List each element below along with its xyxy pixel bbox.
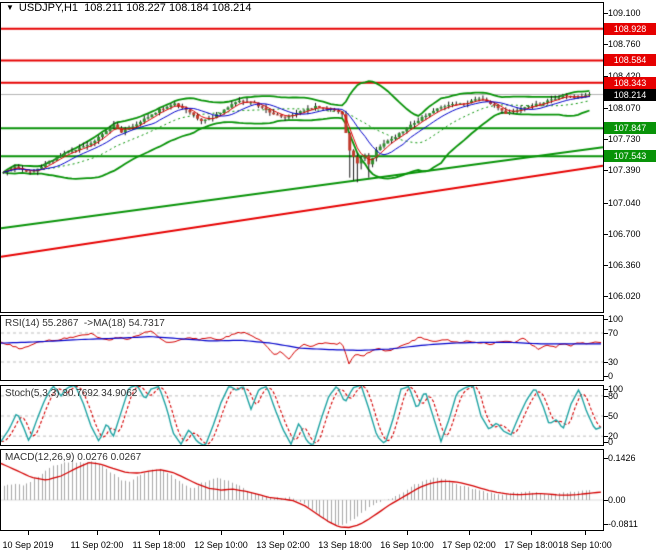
price-tick-label: 106.700: [608, 229, 641, 239]
indicator-tick-mark: [603, 389, 608, 390]
time-tick-label: 11 Sep 18:00: [132, 540, 186, 550]
ohlc-marker-icon[interactable]: ▼: [6, 3, 14, 12]
indicator-tick-label: -0.0811: [608, 519, 638, 529]
main-chart-panel: [0, 2, 604, 313]
time-tick-mark: [407, 531, 408, 535]
time-tick-label: 13 Sep 18:00: [318, 540, 372, 550]
indicator-tick-mark: [603, 376, 608, 377]
price-tick-mark: [603, 265, 608, 266]
time-tick-mark: [585, 531, 586, 535]
time-tick-label: 11 Sep 02:00: [70, 540, 124, 550]
indicator-tick-mark: [603, 319, 608, 320]
resistance-level-badge: 108.928: [604, 23, 656, 35]
price-tick-label: 106.020: [608, 291, 641, 301]
indicator-tick-mark: [603, 333, 608, 334]
indicator-tick-mark: [603, 396, 608, 397]
time-tick-label: 17 Sep 02:00: [442, 540, 496, 550]
macd-panel: [0, 449, 604, 531]
price-tick-mark: [603, 203, 608, 204]
time-tick-mark: [283, 531, 284, 535]
price-tick-mark: [603, 44, 608, 45]
support-level-badge: 107.847: [604, 122, 656, 134]
indicator-tick-label: 20: [608, 431, 619, 441]
time-tick-label: 12 Sep 10:00: [194, 540, 248, 550]
indicator-tick-mark: [603, 416, 608, 417]
price-tick-label: 106.360: [608, 260, 641, 270]
price-tick-mark: [603, 108, 608, 109]
indicator-tick-label: 50: [608, 411, 619, 421]
time-tick-label: 10 Sep 2019: [2, 540, 54, 550]
indicator-tick-label: 0.1426: [608, 453, 636, 463]
resistance-level-badge: 108.584: [604, 54, 656, 66]
indicator-tick-label: 80: [608, 391, 619, 401]
indicator-tick-mark: [603, 362, 608, 363]
price-tick-label: 108.420: [608, 71, 641, 81]
current-price-badge: 108.214: [604, 89, 656, 101]
indicator-tick-mark: [603, 442, 608, 443]
rsi-panel: [0, 315, 604, 381]
indicator-tick-label: 100: [608, 384, 624, 394]
price-tick-mark: [603, 13, 608, 14]
price-tick-label: 108.760: [608, 39, 641, 49]
price-tick-label: 107.730: [608, 134, 641, 144]
time-tick-mark: [469, 531, 470, 535]
time-tick-mark: [159, 531, 160, 535]
time-tick-mark: [97, 531, 98, 535]
resistance-level-badge: 108.343: [604, 77, 656, 89]
time-tick-mark: [28, 531, 29, 535]
indicator-tick-label: 0: [608, 437, 614, 447]
price-tick-mark: [603, 234, 608, 235]
indicator-tick-label: 70: [608, 328, 619, 338]
indicator-tick-label: 0: [608, 371, 614, 381]
chart-title: USDJPY,H1 108.211 108.227 108.184 108.21…: [18, 2, 252, 14]
time-tick-label: 13 Sep 02:00: [256, 540, 310, 550]
price-tick-label: 108.070: [608, 103, 641, 113]
price-tick-mark: [603, 296, 608, 297]
macd-canvas[interactable]: [1, 450, 603, 530]
indicator-tick-mark: [603, 500, 608, 501]
price-tick-mark: [603, 76, 608, 77]
time-tick-label: 16 Sep 10:00: [380, 540, 434, 550]
chart-title-bar: ▼ USDJPY,H1 108.211 108.227 108.184 108.…: [6, 2, 252, 14]
time-tick-mark: [221, 531, 222, 535]
macd-label: MACD(12,26,9) 0.0276 0.0267: [5, 452, 142, 463]
time-tick-label: 18 Sep 10:00: [558, 540, 612, 550]
price-tick-label: 109.100: [608, 8, 641, 18]
support-level-badge: 107.543: [604, 150, 656, 162]
time-tick-mark: [345, 531, 346, 535]
price-tick-label: 107.390: [608, 165, 641, 175]
rsi-label: RSI(14) 55.2867 ->MA(18) 54.7317: [5, 318, 165, 329]
price-tick-mark: [603, 170, 608, 171]
indicator-tick-label: 30: [608, 357, 619, 367]
indicator-tick-label: 0.00: [608, 495, 626, 505]
stochastic-label: Stoch(5,3,3) 30.7692 34.9062: [5, 388, 138, 399]
rsi-canvas[interactable]: [1, 316, 603, 380]
indicator-tick-mark: [603, 436, 608, 437]
stochastic-canvas[interactable]: [1, 386, 603, 445]
time-tick-label: 17 Sep 18:00: [504, 540, 558, 550]
indicator-tick-mark: [603, 458, 608, 459]
main-chart-canvas[interactable]: [1, 3, 603, 312]
time-tick-mark: [531, 531, 532, 535]
stochastic-panel: [0, 385, 604, 446]
indicator-tick-mark: [603, 524, 608, 525]
price-tick-label: 107.040: [608, 198, 641, 208]
indicator-tick-label: 100: [608, 314, 624, 324]
price-tick-mark: [603, 139, 608, 140]
